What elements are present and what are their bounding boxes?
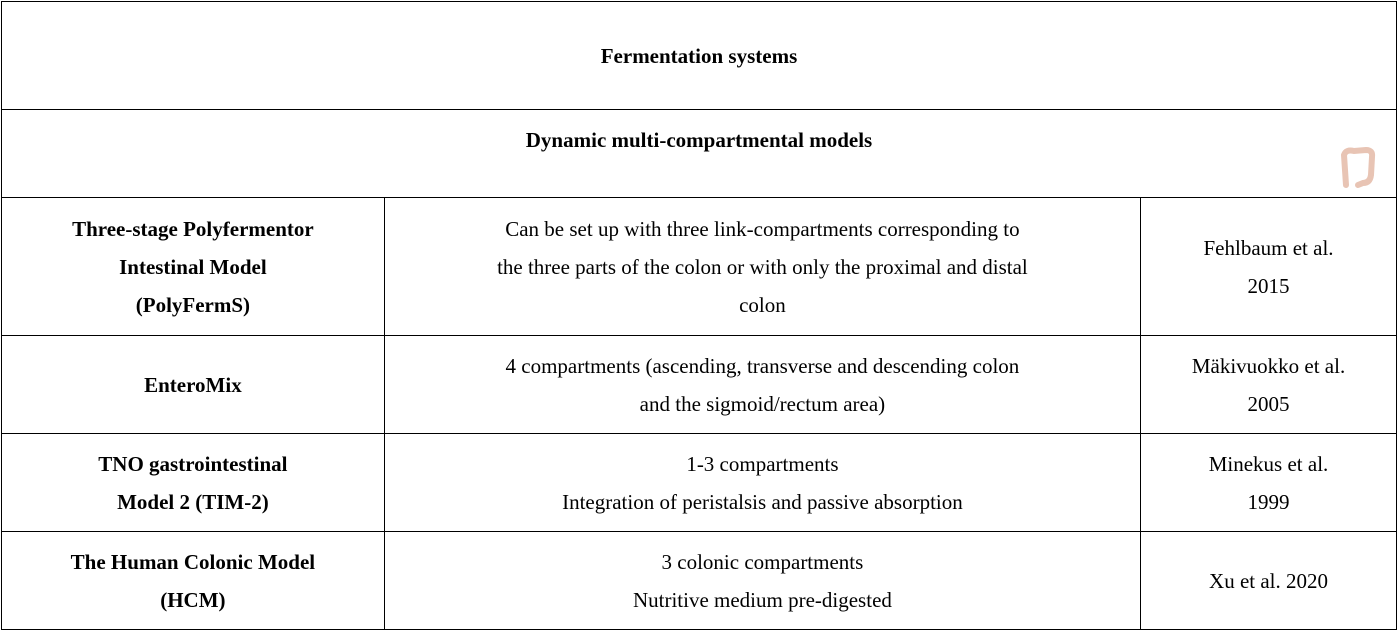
reference-cell: Fehlbaum et al. 2015 bbox=[1140, 197, 1397, 336]
description-line: 4 compartments (ascending, transverse an… bbox=[505, 353, 1020, 378]
table-subtitle: Dynamic multi-compartmental models bbox=[525, 127, 873, 152]
table-row: TNO gastrointestinal Model 2 (TIM-2) 1-3 c… bbox=[1, 433, 1397, 532]
model-line: (HCM) bbox=[160, 587, 226, 612]
reference-line: 2005 bbox=[1247, 391, 1290, 416]
table-row: Three-stage Polyfermentor Intestinal Mode… bbox=[1, 197, 1397, 336]
reference-cell: Xu et al. 2020 bbox=[1140, 531, 1397, 630]
model-line: Model 2 (TIM-2) bbox=[117, 489, 269, 514]
colon-icon bbox=[1340, 146, 1376, 188]
model-line: Intestinal Model bbox=[119, 254, 267, 279]
description-cell: 1-3 compartments Integration of peristals… bbox=[383, 433, 1142, 532]
model-line: Three-stage Polyfermentor bbox=[72, 216, 314, 241]
reference-line: 2015 bbox=[1247, 273, 1290, 298]
table-row: The Human Colonic Model (HCM) 3 colonic co… bbox=[1, 531, 1397, 630]
description-line: colon bbox=[739, 292, 786, 317]
reference-line: Fehlbaum et al. bbox=[1203, 235, 1334, 260]
model-cell: The Human Colonic Model (HCM) bbox=[1, 531, 385, 630]
description-line: Can be set up with three link-compartmen… bbox=[505, 216, 1020, 241]
description-line: 1-3 compartments bbox=[686, 451, 839, 476]
table-title: Fermentation systems bbox=[1, 1, 1397, 110]
description-line: and the sigmoid/rectum area) bbox=[639, 391, 886, 416]
subtitle-row: Dynamic multi-compartmental models bbox=[1, 109, 1397, 198]
model-cell: EnteroMix bbox=[1, 335, 385, 434]
description-line: 3 colonic compartments bbox=[661, 549, 864, 574]
reference-line: Minekus et al. bbox=[1208, 451, 1329, 476]
reference-line: 1999 bbox=[1247, 489, 1290, 514]
subtitle-cell: Dynamic multi-compartmental models bbox=[1, 109, 1397, 198]
description-line: Integration of peristalsis and passive a… bbox=[562, 489, 963, 514]
table-row: EnteroMix 4 compartments (ascending, tran… bbox=[1, 335, 1397, 434]
table-body: Three-stage Polyfermentor Intestinal Mode… bbox=[1, 197, 1397, 630]
title-row: Fermentation systems bbox=[1, 1, 1397, 110]
reference-line: Mäkivuokko et al. bbox=[1191, 353, 1346, 378]
reference-line: Xu et al. 2020 bbox=[1209, 568, 1329, 593]
model-line: The Human Colonic Model bbox=[70, 549, 316, 574]
description-cell: Can be set up with three link-compartmen… bbox=[383, 197, 1142, 336]
description-line: Nutritive medium pre-digested bbox=[632, 587, 892, 612]
description-cell: 3 colonic compartments Nutritive medium p… bbox=[383, 531, 1142, 630]
model-line: (PolyFermS) bbox=[135, 292, 251, 317]
reference-cell: Minekus et al. 1999 bbox=[1140, 433, 1397, 532]
model-cell: Three-stage Polyfermentor Intestinal Mode… bbox=[1, 197, 385, 336]
reference-cell: Mäkivuokko et al. 2005 bbox=[1140, 335, 1397, 434]
description-line: the three parts of the colon or with onl… bbox=[497, 254, 1028, 279]
model-line: EnteroMix bbox=[144, 372, 242, 397]
model-line: TNO gastrointestinal bbox=[98, 451, 288, 476]
description-cell: 4 compartments (ascending, transverse an… bbox=[383, 335, 1142, 434]
model-cell: TNO gastrointestinal Model 2 (TIM-2) bbox=[1, 433, 385, 532]
